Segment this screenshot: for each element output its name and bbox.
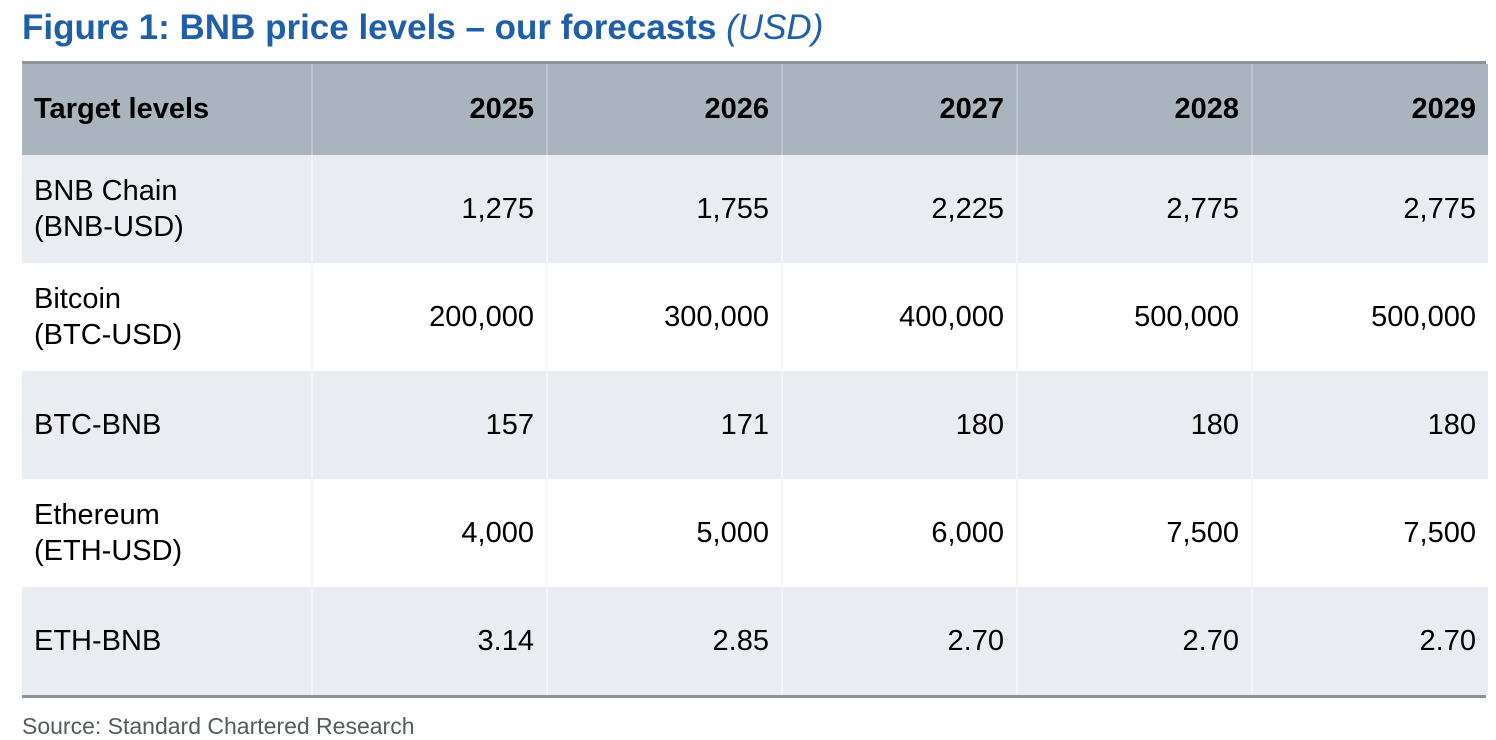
row-name: BTC-BNB [34, 409, 162, 441]
table-cell-value: 1,275 [311, 155, 547, 263]
table-row: Bitcoin (BTC-USD) 200,000 300,000 400,000 500… [22, 263, 1488, 371]
table-cell-value: 7,500 [1016, 479, 1252, 587]
table-body: BNB Chain (BNB-USD) 1,275 1,755 2,225 2,775 2,… [22, 155, 1488, 695]
row-name: BNB Chain [34, 175, 178, 207]
forecast-table-container: Target levels 2025 2026 2027 2028 2029 BNB Ch… [22, 61, 1488, 698]
figure-title-main: Figure 1: BNB price levels – our forecas… [22, 8, 717, 47]
table-cell-value: 4,000 [311, 479, 547, 587]
row-label: ETH-BNB [22, 587, 312, 695]
row-name: Bitcoin [34, 283, 122, 315]
table-cell-value: 300,000 [546, 263, 782, 371]
column-header-year: 2026 [546, 64, 782, 155]
header-row: Target levels 2025 2026 2027 2028 2029 [22, 64, 1488, 155]
table-cell-value: 2.85 [546, 587, 782, 695]
table-cell-value: 180 [1016, 371, 1252, 479]
table-row: BNB Chain (BNB-USD) 1,275 1,755 2,225 2,775 2,… [22, 155, 1488, 263]
row-ticker: (BTC-USD) [34, 319, 183, 351]
row-ticker: (BNB-USD) [34, 211, 184, 243]
figure-title-unit: (USD) [726, 8, 824, 47]
column-header-year: 2025 [311, 64, 547, 155]
row-label: BNB Chain (BNB-USD) [22, 155, 312, 263]
table-cell-value: 157 [311, 371, 547, 479]
column-header-year: 2029 [1251, 64, 1488, 155]
column-header-year: 2028 [1016, 64, 1252, 155]
table-header: Target levels 2025 2026 2027 2028 2029 [22, 64, 1488, 155]
row-ticker: (ETH-USD) [34, 535, 183, 567]
table-cell-value: 5,000 [546, 479, 782, 587]
table-cell-value: 171 [546, 371, 782, 479]
table-cell-value: 3.14 [311, 587, 547, 695]
table-cell-value: 2.70 [781, 587, 1017, 695]
row-name: Ethereum [34, 499, 160, 531]
table-cell-value: 500,000 [1016, 263, 1252, 371]
table-row: Ethereum (ETH-USD) 4,000 5,000 6,000 7,500 7,5… [22, 479, 1488, 587]
forecast-table: Target levels 2025 2026 2027 2028 2029 BNB Ch… [22, 64, 1488, 695]
table-cell-value: 2.70 [1251, 587, 1488, 695]
figure-title: Figure 1: BNB price levels – our forecas… [22, 6, 823, 50]
row-label: BTC-BNB [22, 371, 312, 479]
row-label: Ethereum (ETH-USD) [22, 479, 312, 587]
table-cell-value: 400,000 [781, 263, 1017, 371]
table-cell-value: 6,000 [781, 479, 1017, 587]
column-header-year: 2027 [781, 64, 1017, 155]
table-cell-value: 180 [781, 371, 1017, 479]
table-cell-value: 1,755 [546, 155, 782, 263]
row-label: Bitcoin (BTC-USD) [22, 263, 312, 371]
column-header-label: Target levels [22, 64, 312, 155]
table-cell-value: 2.70 [1016, 587, 1252, 695]
table-cell-value: 7,500 [1251, 479, 1488, 587]
row-name: ETH-BNB [34, 625, 162, 657]
table-cell-value: 2,775 [1251, 155, 1488, 263]
table-row: ETH-BNB 3.14 2.85 2.70 2.70 2.70 [22, 587, 1488, 695]
table-cell-value: 2,225 [781, 155, 1017, 263]
table-cell-value: 500,000 [1251, 263, 1488, 371]
table-cell-value: 2,775 [1016, 155, 1252, 263]
table-cell-value: 180 [1251, 371, 1488, 479]
table-cell-value: 200,000 [311, 263, 547, 371]
source-note: Source: Standard Chartered Research [22, 713, 415, 739]
table-row: BTC-BNB 157 171 180 180 180 [22, 371, 1488, 479]
